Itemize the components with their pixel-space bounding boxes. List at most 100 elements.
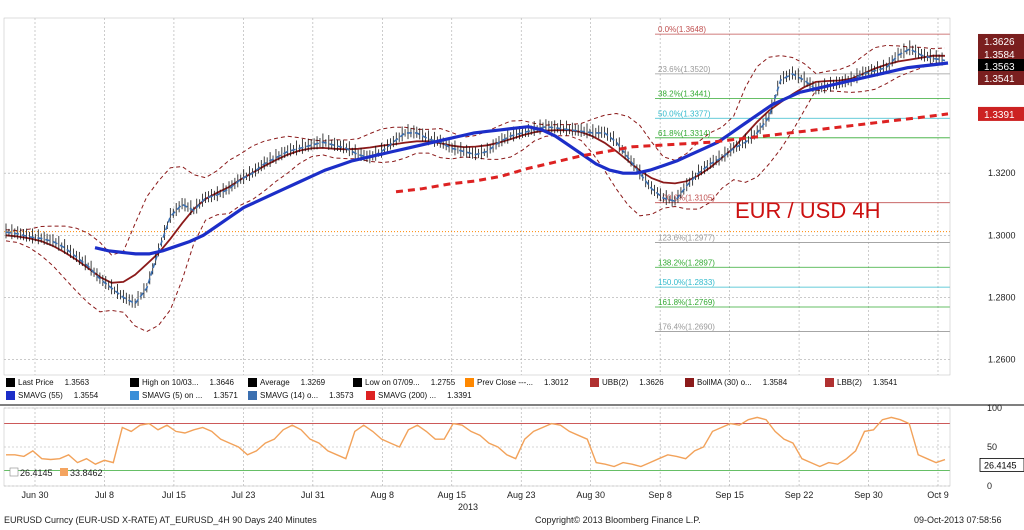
moving-averages bbox=[5, 48, 949, 305]
legend-item-lbb: LBB(2) 1.3541 bbox=[825, 378, 897, 387]
x-tick-label: Jul 15 bbox=[162, 490, 186, 500]
last-price-icon bbox=[6, 378, 15, 387]
legend-text: SMAVG (200) ... bbox=[378, 391, 437, 400]
fibonacci-levels: 0.0%(1.3648) 23.6%(1.3520) 38.2%(1.3441) 50… bbox=[4, 25, 950, 332]
price-panel-frame bbox=[3, 17, 951, 376]
fib-label: 161.8%(1.2769) bbox=[658, 298, 715, 307]
rsi-legend-swatch-1 bbox=[9, 467, 19, 477]
x-tick-label: Jun 30 bbox=[21, 490, 48, 500]
legend-text: Low on 07/09... bbox=[365, 378, 420, 387]
legend-text: Last Price bbox=[18, 378, 54, 387]
high-icon bbox=[130, 378, 139, 387]
fib-label: 50.0%(1.3377) bbox=[658, 109, 711, 118]
footer-source: EURUSD Curncy (EUR-USD X-RATE) AT_EURUSD… bbox=[4, 515, 317, 525]
legend-text: SMAVG (55) bbox=[18, 391, 63, 400]
lbb-icon bbox=[825, 378, 834, 387]
legend-row-1: Last Price 1.3563 High on 10/03... 1.3646 Av… bbox=[0, 378, 897, 391]
legend-item-prev-close: Prev Close ---... 1.3012 bbox=[465, 378, 568, 387]
fib-label: 138.2%(1.2897) bbox=[658, 258, 715, 267]
footer-timestamp: 09-Oct-2013 07:58:56 bbox=[914, 515, 1002, 525]
y-tick-label: 1.3000 bbox=[988, 230, 1016, 240]
legend-value: 1.3012 bbox=[544, 378, 569, 387]
ubb-icon bbox=[590, 378, 599, 387]
rsi-legend-value-2: 33.8462 bbox=[70, 468, 103, 478]
legend-item-low: Low on 07/09... 1.2755 bbox=[353, 378, 455, 387]
legend-value: 1.2755 bbox=[430, 378, 456, 387]
legend-item-smavg5: SMAVG (5) on ... 1.3571 bbox=[130, 391, 238, 400]
fib-label: 61.8%(1.3314) bbox=[658, 129, 711, 138]
x-tick-label: Aug 23 bbox=[507, 490, 536, 500]
rsi-value-label: 26.4145 bbox=[984, 460, 1017, 470]
price-label: 1.3584 bbox=[984, 50, 1015, 61]
legend-value: 1.3541 bbox=[872, 378, 898, 387]
rsi-tick-label: 50 bbox=[987, 442, 997, 452]
rsi-value-box bbox=[979, 457, 1024, 472]
legend-value: 1.3573 bbox=[329, 391, 354, 400]
fib-label: 23.6%(1.3520) bbox=[658, 65, 711, 74]
x-tick-label: Sep 15 bbox=[715, 490, 744, 500]
x-tick-label: Aug 30 bbox=[576, 490, 605, 500]
x-tick-label: Jul 31 bbox=[301, 490, 325, 500]
rsi-line bbox=[6, 416, 946, 468]
legend-text: High on 10/03... bbox=[142, 378, 199, 387]
legend-text: UBB(2) bbox=[602, 378, 629, 387]
legend-value: 1.3584 bbox=[762, 378, 788, 387]
legend-value: 1.3563 bbox=[64, 378, 90, 387]
x-tick-label: Oct 9 bbox=[927, 490, 949, 500]
legend-text: LBB(2) bbox=[837, 378, 862, 387]
smavg55-icon bbox=[6, 391, 15, 400]
x-tick-label: Sep 22 bbox=[785, 490, 814, 500]
rsi-tick-label: 0 bbox=[987, 481, 992, 491]
fib-label: 38.2%(1.3441) bbox=[658, 89, 711, 98]
rsi-legend-value-1: 26.4145 bbox=[20, 468, 53, 478]
price-label-box bbox=[978, 33, 1024, 48]
legend-value: 1.3626 bbox=[639, 378, 664, 387]
fib-label: 100.0%(1.3105) bbox=[658, 194, 715, 203]
legend-value: 1.3391 bbox=[447, 391, 472, 400]
price-label: 1.3563 bbox=[984, 62, 1015, 73]
smavg200-icon bbox=[366, 391, 375, 400]
chart-title: EUR / USD 4H bbox=[735, 198, 880, 223]
x-tick-label: Aug 15 bbox=[438, 490, 467, 500]
legend-value: 1.3269 bbox=[300, 378, 326, 387]
y-tick-label: 1.3200 bbox=[988, 168, 1016, 178]
legend-value: 1.3571 bbox=[213, 391, 238, 400]
legend-row-2: SMAVG (55) 1.3554 SMAVG (5) on ... 1.3571 SM… bbox=[0, 391, 880, 404]
price-label: 1.3541 bbox=[984, 74, 1015, 85]
x-tick-label: Sep 30 bbox=[854, 490, 883, 500]
footer-copyright: Copyright© 2013 Bloomberg Finance L.P. bbox=[535, 515, 701, 525]
price-label: 1.3626 bbox=[984, 37, 1015, 48]
axes: Jun 30 Jul 8 Jul 15 Jul 23 Jul 31 Aug 8 Aug 15… bbox=[0, 17, 1024, 500]
legend-text: BollMA (30) o... bbox=[697, 378, 752, 387]
smavg5-icon bbox=[130, 391, 139, 400]
average-icon bbox=[248, 378, 257, 387]
legend-item-high: High on 10/03... 1.3646 bbox=[130, 378, 234, 387]
fib-label: 123.6%(1.2977) bbox=[658, 233, 715, 242]
fib-label: 0.0%(1.3648) bbox=[658, 25, 706, 34]
legend-text: Average bbox=[260, 378, 290, 387]
price-label-box bbox=[978, 47, 1024, 62]
year-label: 2013 bbox=[458, 502, 478, 512]
legend-item-bollma: BollMA (30) o... 1.3584 bbox=[685, 378, 787, 387]
x-tick-label: Jul 23 bbox=[231, 490, 255, 500]
rsi-panel: 26.4145 26.4145 33.8462 bbox=[6, 416, 1024, 478]
fib-label: 176.4%(1.2690) bbox=[658, 323, 715, 332]
smavg200-line bbox=[395, 112, 949, 194]
fib-label: 150.0%(1.2833) bbox=[658, 278, 715, 287]
prev-close-icon bbox=[465, 378, 474, 387]
legend-value: 1.3554 bbox=[73, 391, 99, 400]
rsi-legend-swatch-2 bbox=[60, 468, 68, 476]
legend-item-smavg55: SMAVG (55) 1.3554 bbox=[6, 391, 98, 400]
low-icon bbox=[353, 378, 362, 387]
smavg14-icon bbox=[248, 391, 257, 400]
price-label-box bbox=[978, 71, 1024, 86]
x-tick-label: Aug 8 bbox=[371, 490, 395, 500]
legend-text: SMAVG (14) o... bbox=[260, 391, 319, 400]
y-tick-label: 1.2800 bbox=[988, 292, 1016, 302]
smavg55-line bbox=[94, 61, 949, 256]
legend-item-average: Average 1.3269 bbox=[248, 378, 325, 387]
price-label-box bbox=[978, 106, 1024, 121]
legend-text: Prev Close ---... bbox=[477, 378, 534, 387]
